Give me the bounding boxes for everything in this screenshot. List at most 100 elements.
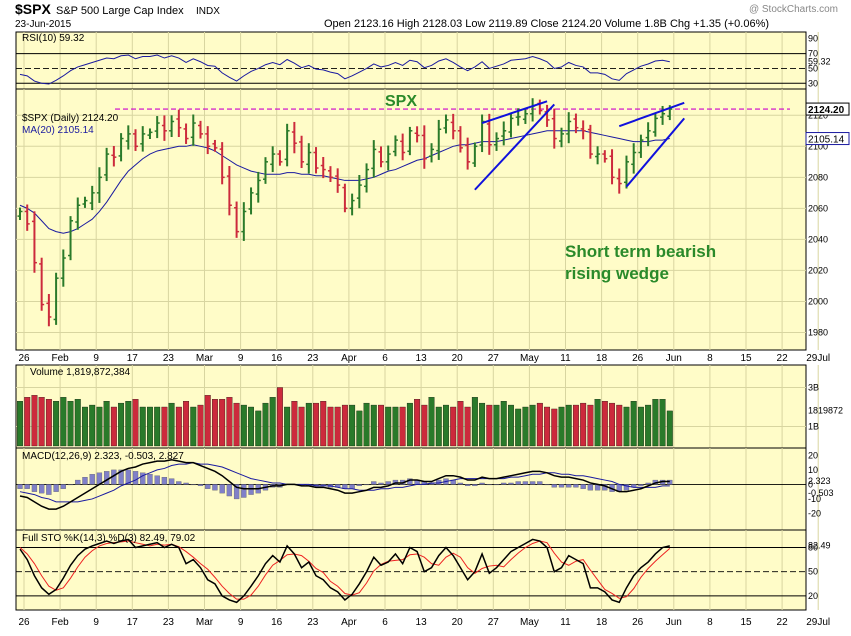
x-axis-tick-label: Feb	[51, 617, 69, 628]
volume-bar	[471, 397, 478, 447]
volume-bar	[450, 406, 457, 447]
volume-bar	[240, 404, 247, 447]
stochastic-tick-label: 80	[808, 543, 818, 553]
volume-bar	[183, 400, 190, 447]
volume-bar	[67, 400, 74, 447]
price-bar	[147, 128, 153, 140]
rsi-last-value: 59.32	[808, 57, 831, 67]
price-bar	[299, 135, 305, 169]
volume-bar	[168, 402, 175, 447]
price-bar	[494, 132, 500, 151]
volume-bar	[161, 406, 168, 447]
volume-bar	[544, 406, 551, 447]
volume-bar	[262, 402, 269, 447]
x-axis-tick-label: Jun	[666, 353, 682, 364]
wedge-trendline	[618, 101, 685, 128]
x-axis-tick-label: 16	[271, 353, 283, 364]
x-axis-tick-label: Mar	[196, 617, 214, 628]
macd-panel: -20 -10 0 10 20 2.323 -0.503 MACD(12,26,9) 2.3…	[15, 447, 834, 531]
volume-bar	[125, 400, 132, 447]
x-axis-tick-label: 23	[163, 617, 175, 628]
volume-tick-label: 3B	[808, 383, 819, 393]
macd-histogram-bar	[638, 484, 644, 487]
price-bar	[522, 109, 528, 124]
macd-histogram-bar	[161, 477, 168, 485]
macd-histogram-bar	[132, 471, 139, 485]
volume-bar	[38, 397, 45, 447]
ma-last-badge	[805, 132, 850, 146]
volume-bar	[551, 408, 558, 447]
macd-histogram-bar	[31, 484, 38, 492]
stochastic-k-line	[19, 538, 670, 604]
x-axis-tick-label: 26	[18, 617, 30, 628]
stochastic-d-line	[19, 540, 671, 600]
stochastic-tick-label: 50	[808, 567, 818, 577]
volume-bar	[334, 406, 341, 447]
macd-label: MACD(12,26,9) 2.323, -0.503, 2.827	[22, 451, 184, 462]
macd-histogram-bar	[501, 482, 507, 485]
volume-bar	[197, 404, 204, 447]
macd-histogram-bar	[645, 482, 651, 485]
price-bar	[176, 109, 182, 137]
volume-bar	[378, 404, 384, 447]
macd-histogram-bar	[241, 484, 247, 498]
volume-bar	[392, 406, 399, 447]
ohlc-readout: Open 2123.16 High 2128.03 Low 2119.89 Cl…	[324, 18, 769, 30]
price-bar	[609, 149, 615, 185]
macd-histogram-bar	[385, 481, 391, 485]
volume-bar	[515, 408, 522, 447]
macd-histogram-bar	[508, 482, 514, 485]
price-bar	[457, 126, 463, 153]
macd-histogram-bar	[226, 484, 233, 497]
rsi-tick-label: 70	[808, 49, 818, 59]
volume-bar	[479, 402, 486, 447]
macd-histogram-bar	[125, 469, 131, 485]
volume-label: Volume 1,819,872,384	[30, 367, 131, 378]
price-bar	[443, 114, 449, 134]
x-axis-tick-label: 13	[416, 617, 428, 628]
volume-bar	[508, 404, 514, 447]
volume-bar	[464, 406, 471, 447]
macd-histogram-bar	[103, 471, 110, 485]
x-axis-tick-label: 16	[271, 617, 283, 628]
volume-bar	[291, 400, 298, 447]
macd-histogram-bar	[515, 481, 521, 485]
macd-histogram-bar	[140, 472, 146, 485]
x-axis-tick-label: 6	[382, 617, 388, 628]
price-bar	[465, 137, 471, 170]
volume-bar	[536, 402, 543, 447]
price-bar	[46, 294, 52, 327]
price-bar	[616, 168, 622, 194]
price-bar	[104, 147, 110, 182]
volume-bar	[399, 406, 406, 447]
volume-bar	[630, 400, 637, 447]
x-axis-tick-label: 8	[707, 353, 713, 364]
x-axis-tick-label: 26	[632, 353, 644, 364]
price-bar	[508, 112, 514, 138]
macd-signal-value: -0.503	[808, 488, 834, 498]
macd-signal-line	[19, 462, 670, 503]
volume-bar	[298, 406, 305, 447]
macd-histogram-bar	[75, 479, 81, 485]
volume-bar	[421, 404, 428, 447]
x-axis-tick-label: 23	[307, 617, 319, 628]
macd-histogram-bar	[219, 484, 225, 494]
price-tick-label: 2080	[808, 172, 828, 182]
wedge-note-line1: Short term bearish	[565, 242, 716, 261]
volume-bar	[616, 404, 623, 447]
volume-bar	[204, 395, 211, 447]
price-bar	[580, 120, 586, 140]
price-tick-label: 2040	[808, 234, 828, 244]
macd-last-value: 2.323	[808, 476, 831, 486]
price-bar	[75, 197, 81, 230]
x-axis-tick-label: 15	[740, 353, 752, 364]
macd-histogram-bar	[89, 474, 95, 485]
price-bar	[566, 112, 572, 144]
volume-bar	[587, 404, 594, 447]
x-axis-tick-label: 18	[596, 617, 608, 628]
macd-tick-label: -10	[808, 494, 821, 504]
x-axis-tick-label: 23	[307, 353, 319, 364]
x-axis-tick-label: 22	[777, 617, 789, 628]
macd-histogram-bar	[53, 484, 59, 492]
